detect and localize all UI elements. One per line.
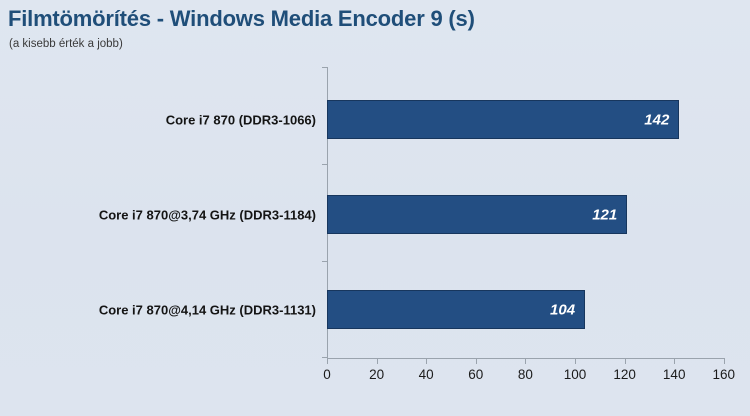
chart-subtitle: (a kisebb érték a jobb) (9, 38, 123, 50)
bar-1: 121 (327, 195, 628, 234)
x-axis-tick-40 (426, 358, 428, 364)
y-axis-tick-1 (322, 261, 327, 262)
category-label-2: Core i7 870@4,14 GHz (DDR3-1131) (98, 302, 316, 317)
bar-2: 104 (327, 290, 586, 329)
x-axis-label-80: 80 (517, 367, 533, 382)
x-axis-label-160: 160 (712, 367, 736, 382)
y-axis-tick-2 (322, 357, 327, 358)
x-axis-tick-60 (475, 358, 477, 364)
bar-value-label-1: 121 (592, 206, 618, 223)
x-axis-tick-20 (376, 358, 378, 364)
category-label-1: Core i7 870@3,74 GHz (DDR3-1184) (98, 207, 316, 222)
x-axis-label-60: 60 (468, 367, 484, 382)
x-axis-tick-160 (723, 358, 725, 364)
y-axis-tick-0 (322, 164, 327, 165)
chart-title: Filmtömörítés - Windows Media Encoder 9 … (8, 6, 475, 31)
x-axis-label-140: 140 (662, 367, 686, 382)
x-axis-tick-100 (575, 358, 576, 364)
x-axis-tick-120 (624, 358, 626, 364)
x-axis-tick-140 (674, 358, 676, 364)
x-axis-label-100: 100 (563, 367, 587, 382)
bar-value-label-2: 104 (550, 301, 576, 318)
x-axis-tick-0 (327, 358, 328, 364)
x-axis-tick-80 (525, 358, 527, 364)
x-axis-label-120: 120 (613, 367, 636, 382)
bar-value-label-0: 142 (644, 111, 670, 128)
bar-0: 142 (327, 100, 680, 139)
y-axis-top-cap (322, 67, 328, 68)
plot-area: 0 20 40 60 80 100 120 140 160 142 121 10… (322, 67, 735, 382)
category-label-0: Core i7 870 (DDR3-1066) (165, 112, 316, 127)
x-axis-label-0: 0 (323, 367, 331, 382)
x-axis-label-20: 20 (369, 367, 385, 382)
x-axis-label-40: 40 (418, 367, 434, 382)
